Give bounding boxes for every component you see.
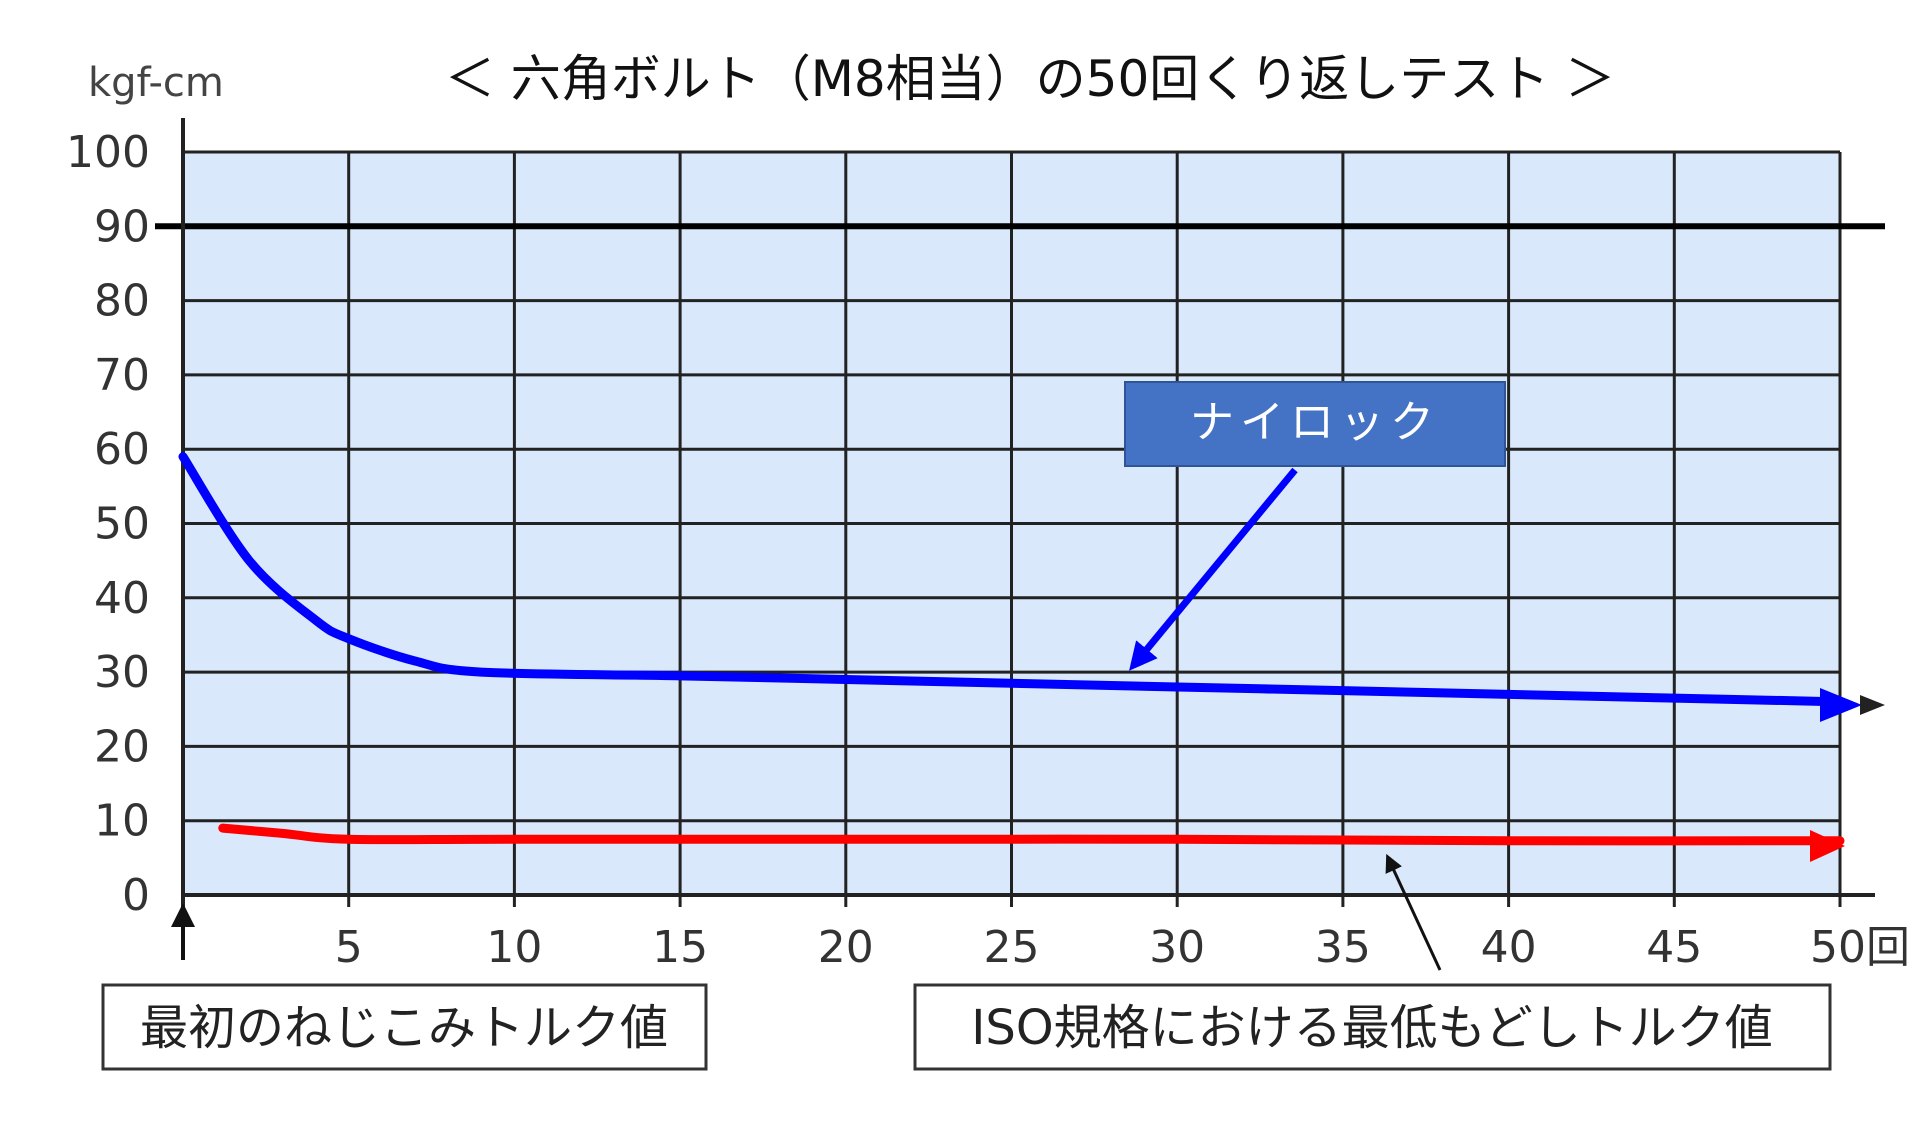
chart-title: ＜ 六角ボルト（M8相当）の50回くり返しテスト ＞ bbox=[445, 50, 1615, 108]
y-tick-label: 50 bbox=[94, 499, 150, 550]
x-tick-label: 15 bbox=[652, 922, 708, 973]
y-tick-label: 80 bbox=[94, 276, 150, 327]
y-tick-label: 10 bbox=[94, 796, 150, 847]
y-tick-label: 90 bbox=[94, 201, 150, 252]
initial-torque-label: 最初のねじこみトルク値 bbox=[140, 1000, 668, 1056]
x-tick-label: 50回 bbox=[1810, 922, 1910, 973]
x-tick-label: 20 bbox=[818, 922, 874, 973]
iso-min-pointer bbox=[1385, 853, 1442, 971]
x-tick-label: 45 bbox=[1646, 922, 1702, 973]
x-tick-label: 10 bbox=[486, 922, 542, 973]
blue-line-arrowhead bbox=[1820, 688, 1862, 722]
series-line-nylock bbox=[178, 452, 1845, 707]
x-tick-labels: 5 10 15 20 25 30 35 40 45 50回 bbox=[335, 922, 1910, 973]
iso-min-label: ISO規格における最低もどしトルク値 bbox=[971, 1000, 1772, 1056]
y-tick-label: 20 bbox=[94, 721, 150, 772]
initial-torque-box bbox=[101, 983, 708, 1071]
x-tick-label: 30 bbox=[1149, 922, 1205, 973]
y-tick-label: 70 bbox=[94, 350, 150, 401]
red-line-arrowhead bbox=[1810, 830, 1845, 862]
series-line-iso-min bbox=[218, 823, 1845, 846]
x-tick-label: 40 bbox=[1481, 922, 1537, 973]
y-tick-label: 60 bbox=[94, 424, 150, 475]
grid bbox=[183, 150, 1842, 907]
y-tick-label: 40 bbox=[94, 573, 150, 624]
x-tick-label: 35 bbox=[1315, 922, 1371, 973]
y-tick-label: 100 bbox=[66, 127, 150, 178]
callout-arrow bbox=[1129, 467, 1298, 671]
x-axis-arrowhead bbox=[1860, 695, 1885, 715]
iso-min-box bbox=[913, 983, 1832, 1071]
x-tick-label: 25 bbox=[984, 922, 1040, 973]
callout-label: ナイロック bbox=[1190, 397, 1440, 448]
y-tick-label: 30 bbox=[94, 647, 150, 698]
x-tick-label: 5 bbox=[335, 922, 363, 973]
callout-box bbox=[1124, 381, 1506, 467]
y-tick-label: 0 bbox=[122, 870, 150, 921]
y-axis-unit: kgf-cm bbox=[88, 60, 224, 106]
